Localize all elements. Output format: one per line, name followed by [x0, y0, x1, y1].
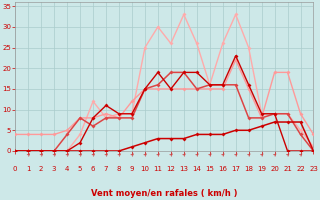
X-axis label: Vent moyen/en rafales ( km/h ): Vent moyen/en rafales ( km/h ): [91, 189, 238, 198]
